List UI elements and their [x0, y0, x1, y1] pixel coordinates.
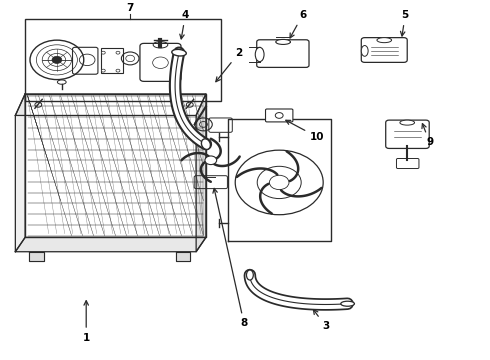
- Circle shape: [101, 69, 105, 72]
- Polygon shape: [15, 94, 206, 116]
- Ellipse shape: [201, 139, 210, 149]
- Ellipse shape: [377, 38, 392, 42]
- Bar: [101, 48, 123, 73]
- Polygon shape: [228, 119, 331, 241]
- Text: 10: 10: [286, 120, 324, 142]
- Text: 9: 9: [422, 123, 433, 147]
- Polygon shape: [29, 252, 44, 261]
- Ellipse shape: [255, 47, 264, 62]
- Circle shape: [52, 56, 62, 63]
- Text: 1: 1: [83, 301, 90, 343]
- FancyBboxPatch shape: [266, 109, 293, 122]
- Text: 4: 4: [180, 10, 189, 39]
- Ellipse shape: [361, 45, 368, 56]
- Bar: [25, 19, 221, 101]
- Ellipse shape: [400, 120, 415, 125]
- Ellipse shape: [246, 270, 253, 280]
- Text: 6: 6: [290, 10, 306, 38]
- Polygon shape: [196, 94, 206, 252]
- Circle shape: [205, 156, 217, 165]
- Ellipse shape: [276, 40, 291, 44]
- Circle shape: [116, 51, 120, 54]
- Text: 5: 5: [400, 10, 409, 36]
- Ellipse shape: [341, 301, 354, 306]
- Polygon shape: [25, 94, 206, 237]
- Circle shape: [116, 69, 120, 72]
- Polygon shape: [15, 237, 206, 252]
- Circle shape: [101, 51, 105, 54]
- Ellipse shape: [172, 49, 186, 56]
- Polygon shape: [175, 252, 190, 261]
- Text: 3: 3: [314, 310, 329, 331]
- Text: 7: 7: [126, 4, 134, 13]
- Text: 2: 2: [216, 48, 243, 82]
- Polygon shape: [15, 94, 25, 252]
- Text: 8: 8: [213, 188, 247, 328]
